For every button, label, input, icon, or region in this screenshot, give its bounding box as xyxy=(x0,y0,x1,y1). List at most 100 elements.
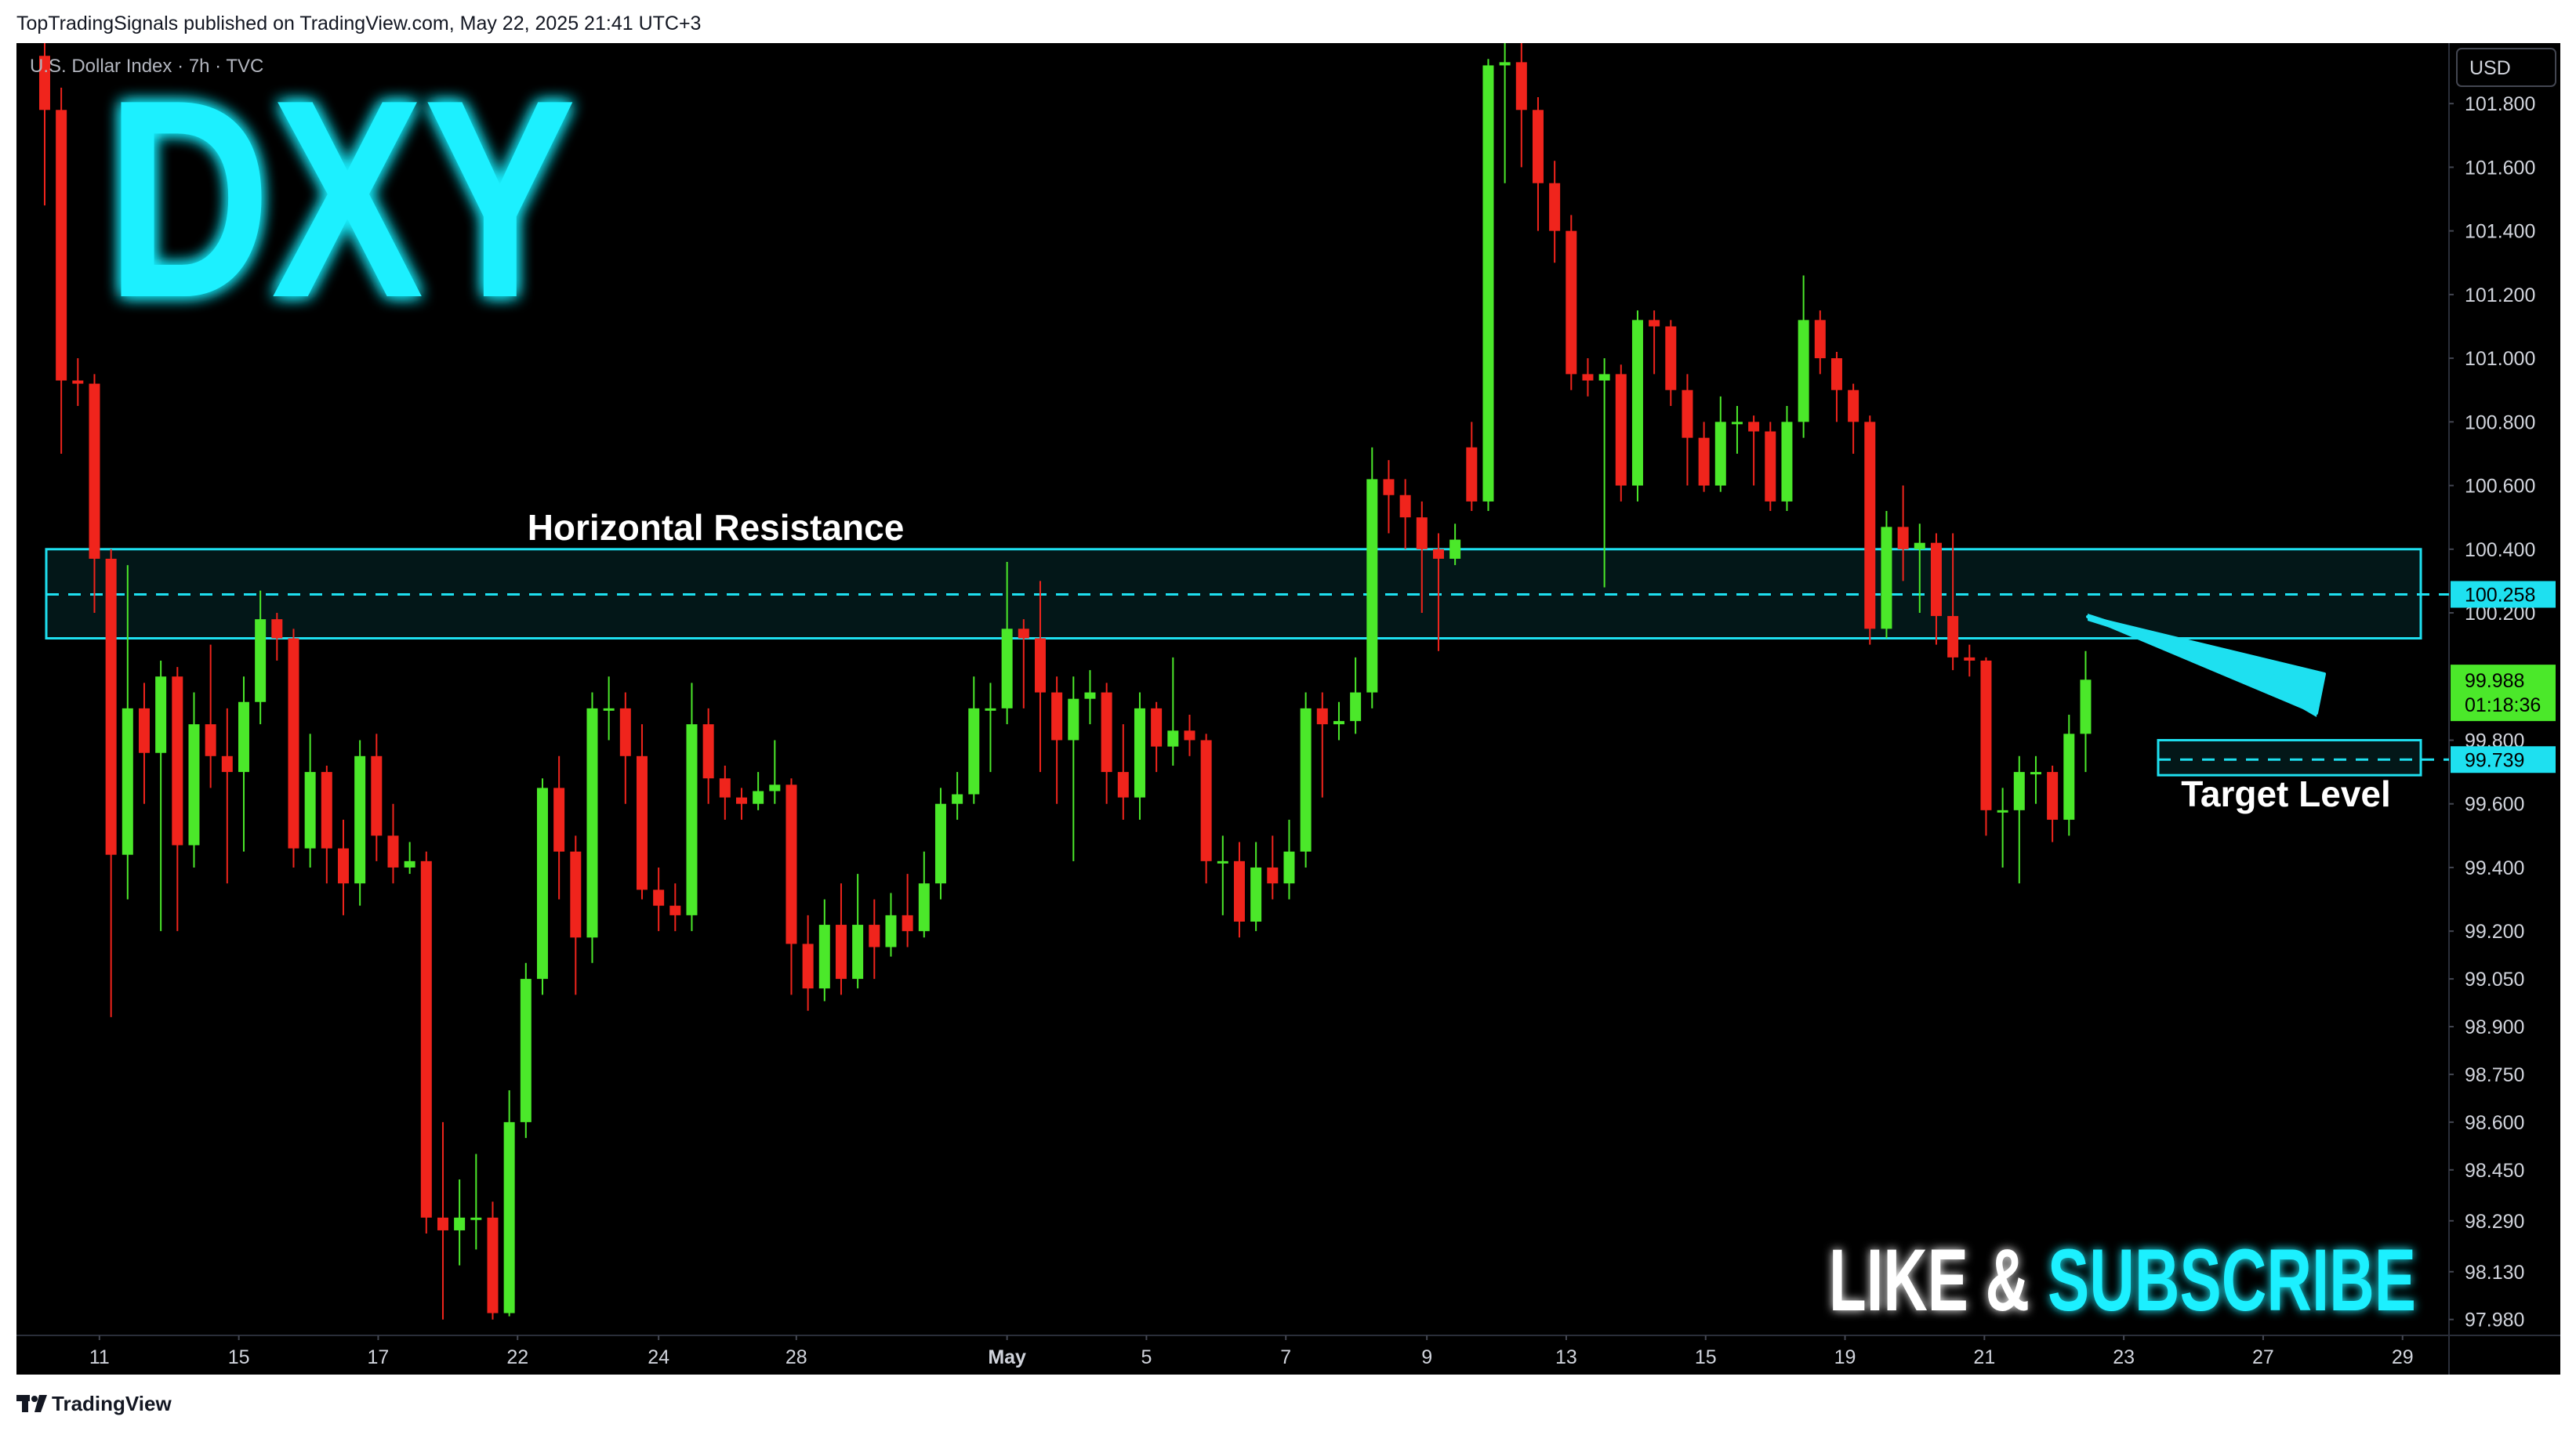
candle-body xyxy=(1830,358,1842,390)
y-tick-label: 98.900 xyxy=(2465,1016,2524,1038)
x-tick-label: 9 xyxy=(1421,1346,1432,1368)
candle-body xyxy=(2063,734,2075,821)
candle-body xyxy=(321,772,332,849)
currency-box[interactable] xyxy=(2456,48,2556,87)
resistance-price-tag: 100.258 xyxy=(2465,584,2535,606)
publish-header: TopTradingSignals published on TradingVi… xyxy=(16,13,701,34)
candle-body xyxy=(1283,851,1295,884)
candle-body xyxy=(1217,860,1228,864)
x-tick-label: 17 xyxy=(368,1346,390,1368)
candle-body xyxy=(1018,629,1029,639)
candle-body xyxy=(835,925,847,980)
candle-body xyxy=(985,708,996,711)
candle-body xyxy=(1964,657,1976,661)
candle-body xyxy=(785,784,797,944)
candle-body xyxy=(487,1217,499,1313)
candle-body xyxy=(769,784,781,792)
candle-body xyxy=(669,905,681,915)
arrow-head xyxy=(2269,674,2320,717)
x-tick-label: 13 xyxy=(1555,1346,1577,1368)
candle-body xyxy=(1748,422,1760,432)
y-tick-label: 98.750 xyxy=(2465,1064,2524,1086)
candle-body xyxy=(1914,542,1925,549)
candle-body xyxy=(1350,692,1362,722)
target-label: Target Level xyxy=(2181,773,2391,814)
y-tick-label: 98.450 xyxy=(2465,1160,2524,1182)
candle-body xyxy=(1267,867,1279,884)
candle-body xyxy=(1383,479,1395,495)
candle-body xyxy=(304,772,316,849)
x-tick-label: 15 xyxy=(1695,1346,1717,1368)
candle-body xyxy=(1233,860,1245,922)
footer-brand: TradingView xyxy=(52,1392,172,1415)
target-price-tag-bg xyxy=(2451,746,2556,773)
y-tick-label: 99.600 xyxy=(2465,794,2524,816)
candle-body xyxy=(952,794,963,804)
candle-body xyxy=(934,803,946,884)
y-tick-label: 101.800 xyxy=(2465,93,2535,115)
y-tick-label: 101.600 xyxy=(2465,157,2535,179)
candle-body xyxy=(2030,772,2041,775)
y-tick-label: 98.290 xyxy=(2465,1211,2524,1233)
candle-body xyxy=(221,755,233,773)
candle-body xyxy=(56,110,67,381)
candle-body xyxy=(454,1217,466,1230)
candle-body xyxy=(387,835,399,868)
x-tick-label: 27 xyxy=(2252,1346,2274,1368)
x-tick-label: 22 xyxy=(506,1346,528,1368)
target-price-tag: 99.739 xyxy=(2465,749,2524,771)
candle-body xyxy=(1316,708,1328,725)
candle-body xyxy=(205,724,216,756)
countdown: 01:18:36 xyxy=(2465,694,2541,716)
candle-body xyxy=(1184,730,1195,741)
candle-body xyxy=(1598,374,1610,381)
candle-body xyxy=(1134,708,1145,798)
x-tick-label: 24 xyxy=(648,1346,669,1368)
candle-body xyxy=(636,755,648,890)
candle-body xyxy=(1649,320,1660,327)
candle-body xyxy=(354,755,366,884)
x-tick-label: 28 xyxy=(785,1346,807,1368)
candle-body xyxy=(1814,320,1826,359)
candle-body xyxy=(1466,447,1478,502)
candle-body xyxy=(1881,527,1892,629)
y-tick-label: 99.400 xyxy=(2465,857,2524,879)
big-title: DXY xyxy=(106,42,576,357)
candle-body xyxy=(1798,320,1809,422)
candle-body xyxy=(288,638,299,849)
candle-body xyxy=(1930,542,1942,617)
candle-body xyxy=(1151,708,1163,747)
candle-body xyxy=(1001,629,1013,708)
candle-body xyxy=(2080,679,2092,734)
candle-body xyxy=(1631,320,1643,486)
y-tick-label: 99.050 xyxy=(2465,969,2524,991)
candle-body xyxy=(586,708,598,938)
candle-body xyxy=(1566,230,1577,375)
y-tick-label: 100.400 xyxy=(2465,539,2535,561)
candle-body xyxy=(1682,389,1693,438)
candle-body xyxy=(470,1217,482,1220)
candle-body xyxy=(570,851,582,938)
candle-body xyxy=(702,724,714,779)
candle-body xyxy=(1084,692,1096,699)
candle-body xyxy=(1051,692,1063,741)
candle-body xyxy=(1515,62,1527,110)
candle-body xyxy=(255,619,267,702)
candle-body xyxy=(818,925,830,989)
candle-body xyxy=(1034,638,1046,693)
candle-body xyxy=(1997,810,2008,813)
candle-body xyxy=(420,860,432,1218)
candle-body xyxy=(2047,772,2059,821)
candle-body xyxy=(2013,772,2025,810)
candle-body xyxy=(1731,422,1743,425)
candles xyxy=(38,43,2449,1320)
candle-body xyxy=(172,676,183,846)
candle-body xyxy=(1848,389,1859,422)
candle-body xyxy=(1101,692,1112,773)
candle-body xyxy=(802,944,814,989)
candle-body xyxy=(719,778,731,798)
candle-body xyxy=(1300,708,1312,852)
y-tick-label: 101.000 xyxy=(2465,348,2535,370)
candle-body xyxy=(155,676,167,753)
